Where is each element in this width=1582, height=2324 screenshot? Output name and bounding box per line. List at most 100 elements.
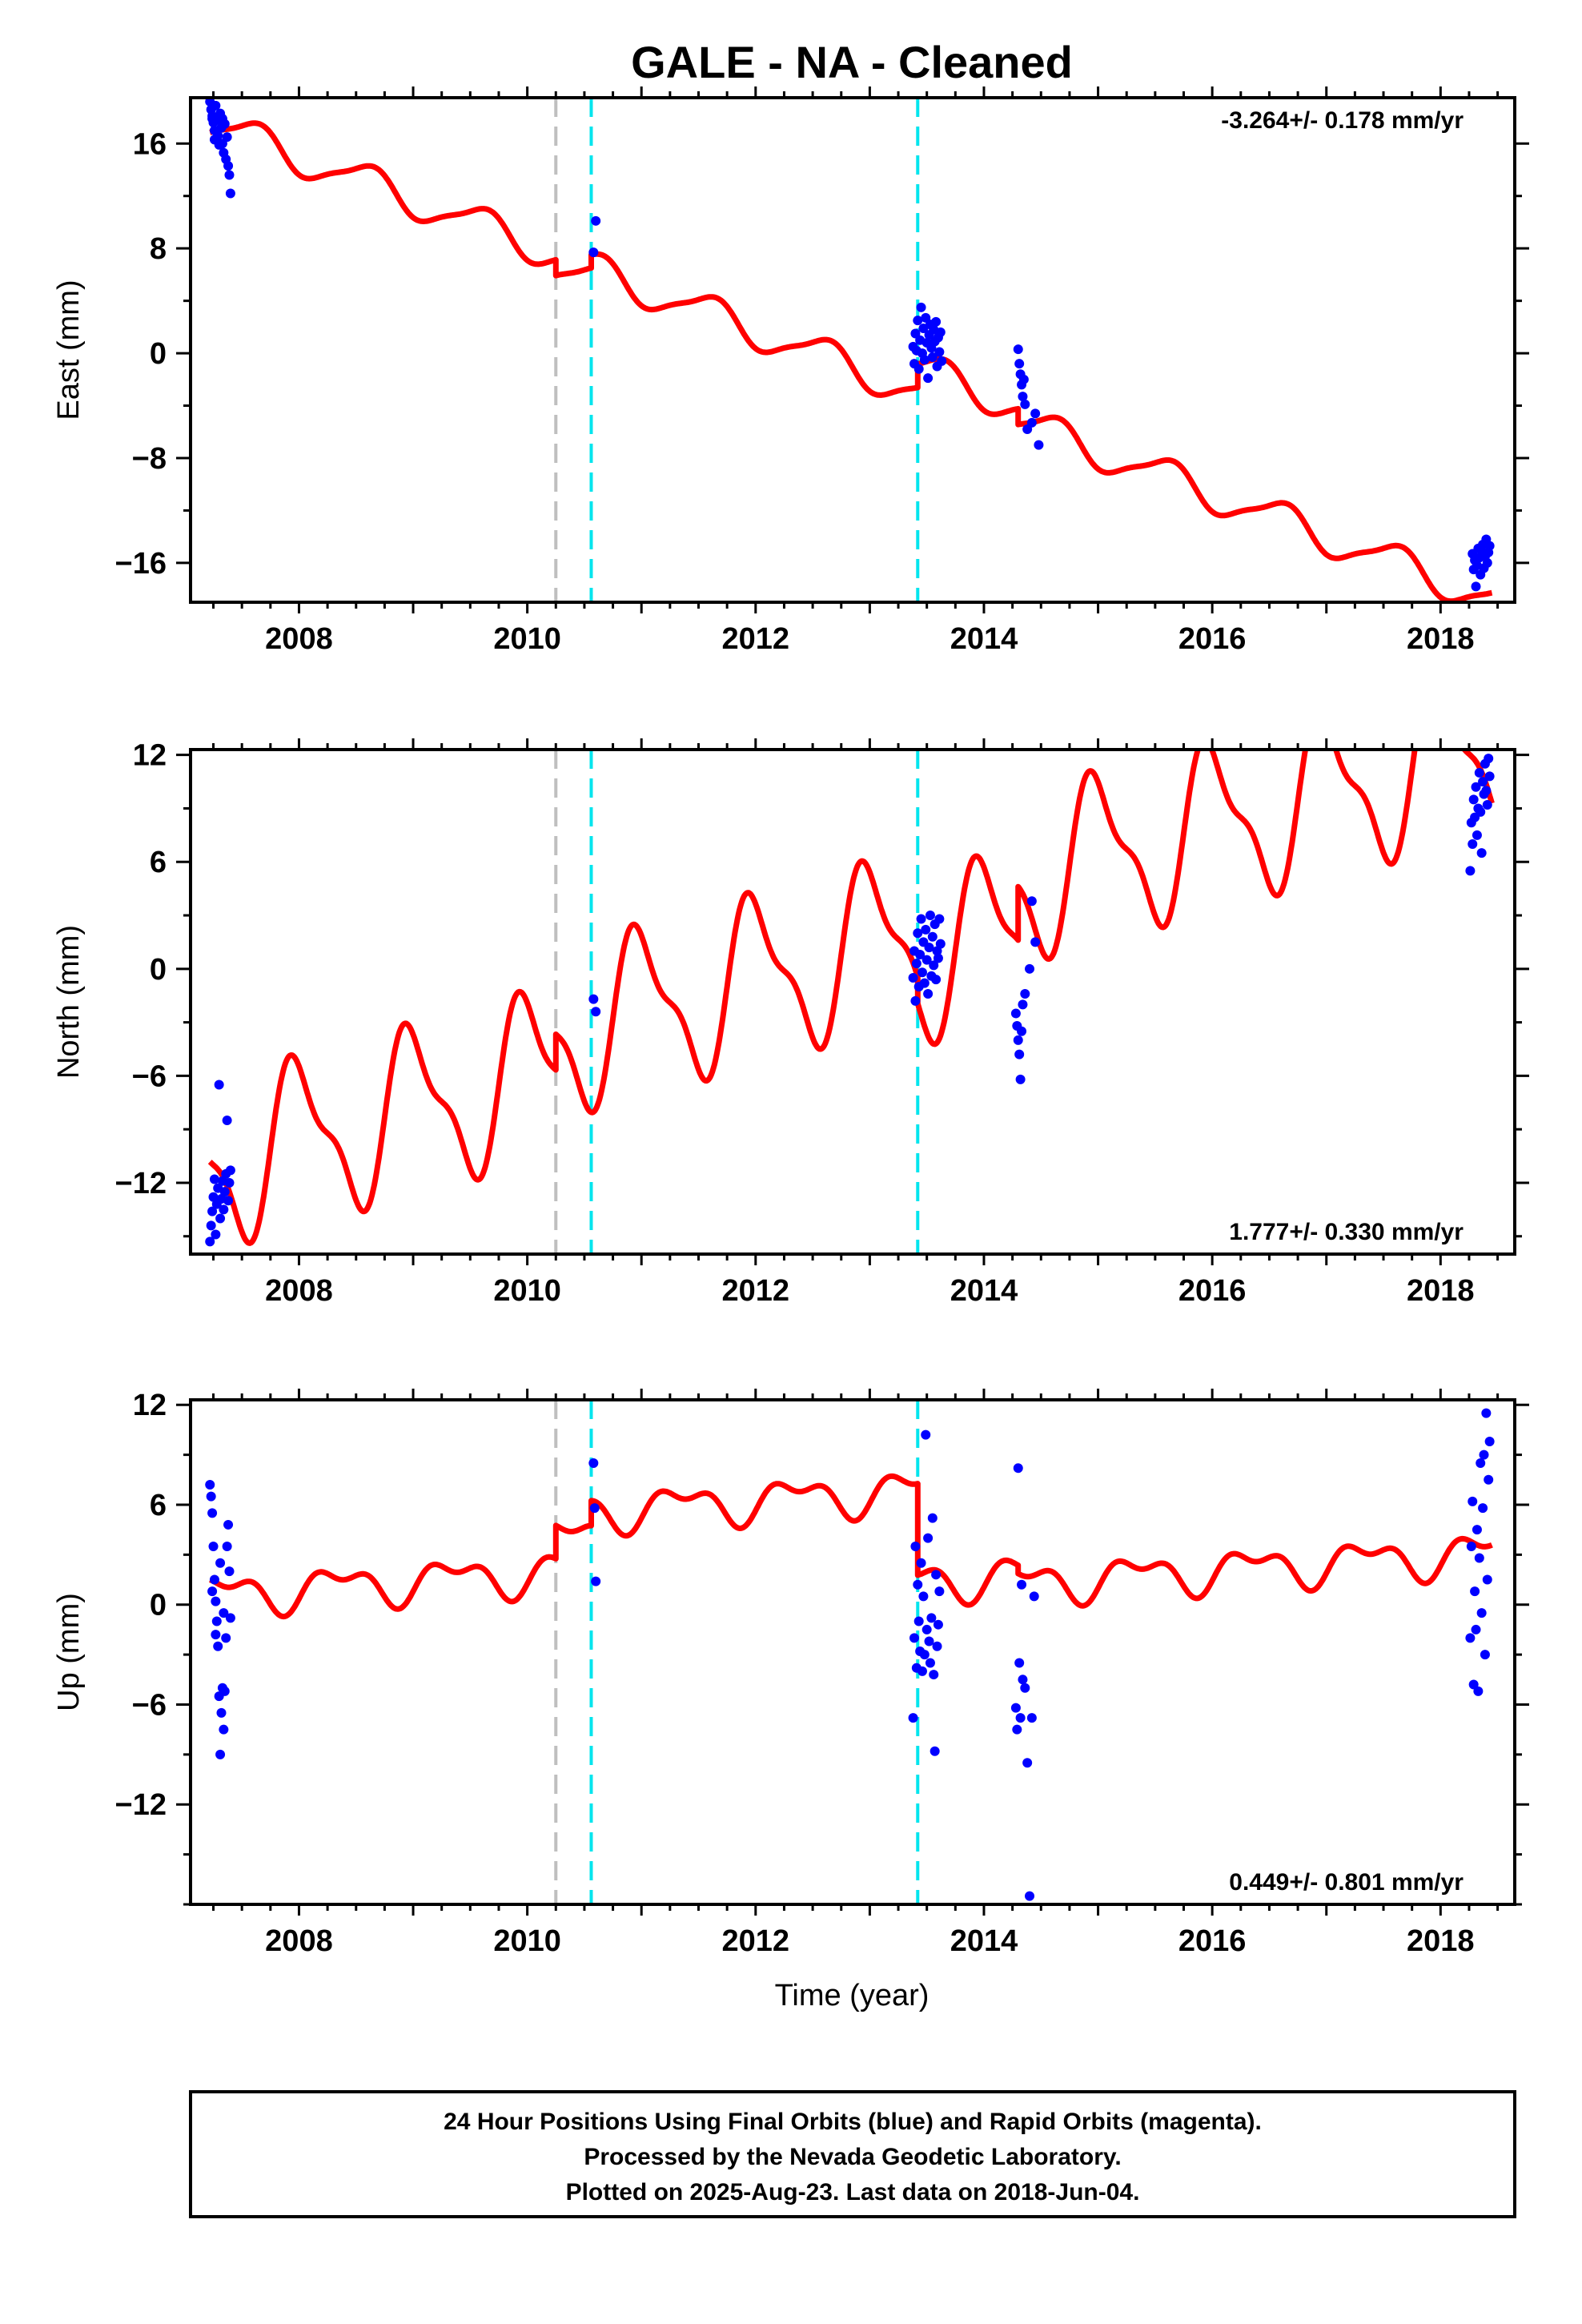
data-point: [913, 928, 923, 939]
data-point: [1480, 1650, 1490, 1660]
data-point: [1484, 1474, 1494, 1485]
data-point: [910, 1541, 921, 1551]
data-point: [1478, 777, 1488, 787]
data-point: [215, 1749, 226, 1759]
data-point: [1034, 440, 1044, 450]
data-point: [934, 1586, 945, 1597]
x-axis-title: Time (year): [775, 1979, 930, 2012]
y-tick-label: −16: [115, 547, 167, 581]
data-point: [1466, 1541, 1476, 1551]
data-point: [1468, 838, 1478, 849]
data-point: [926, 1613, 937, 1623]
data-point: [921, 924, 931, 935]
figure-title: GALE - NA - Cleaned: [631, 37, 1073, 87]
data-point: [930, 1746, 940, 1756]
data-point: [1010, 1703, 1021, 1713]
x-tick-label: 2012: [722, 1274, 790, 1308]
data-point: [225, 1613, 235, 1623]
x-tick-label: 2016: [1178, 622, 1247, 656]
data-point: [206, 1491, 216, 1502]
data-point: [1018, 1675, 1028, 1685]
data-point: [219, 1608, 229, 1618]
data-point: [919, 355, 930, 365]
data-point: [588, 1458, 599, 1469]
data-point: [591, 1007, 601, 1017]
data-point: [935, 939, 946, 949]
data-point: [1026, 896, 1037, 907]
y-tick-label: 0: [150, 1589, 167, 1622]
data-point: [1018, 374, 1029, 384]
x-tick-label: 2012: [722, 1924, 790, 1958]
data-point: [925, 1658, 935, 1668]
y-tick-label: 0: [150, 953, 167, 987]
data-point: [588, 994, 599, 1004]
east-panel: 2008 2010 2012 2014 2016 2018 −16 −8 0 8 16 East (m…: [52, 86, 1529, 656]
data-point: [925, 911, 935, 921]
data-point: [1476, 806, 1486, 817]
data-point: [213, 1641, 223, 1651]
data-point: [1020, 399, 1030, 409]
data-point: [1474, 767, 1484, 778]
footer-line-2: Processed by the Nevada Geodetic Laborat…: [584, 2144, 1121, 2170]
data-point: [211, 1596, 221, 1606]
data-point: [1013, 344, 1023, 355]
data-point: [211, 1630, 221, 1640]
data-point: [1013, 1463, 1023, 1474]
data-point: [931, 1570, 942, 1580]
data-point: [1472, 830, 1482, 840]
x-tick-label: 2018: [1407, 1924, 1475, 1958]
data-point: [908, 1713, 918, 1723]
data-point: [207, 114, 218, 124]
data-point: [1013, 1035, 1023, 1045]
data-point: [1484, 771, 1495, 782]
data-point: [1471, 581, 1481, 592]
data-point: [1465, 1633, 1476, 1643]
data-point: [1471, 1624, 1481, 1634]
x-tick-label: 2010: [493, 622, 561, 656]
data-point: [929, 1670, 939, 1680]
data-point: [923, 988, 934, 999]
data-point: [223, 1519, 234, 1530]
data-point: [1473, 1686, 1484, 1696]
data-point: [1017, 1579, 1027, 1590]
x-tick-label: 2010: [493, 1274, 561, 1308]
data-point: [913, 364, 924, 374]
x-tick-label: 2012: [722, 622, 790, 656]
footer-line-1: 24 Hour Positions Using Final Orbits (bl…: [444, 2109, 1262, 2135]
data-point: [917, 967, 927, 978]
data-point: [207, 1206, 218, 1216]
data-point: [919, 978, 930, 988]
data-point: [1018, 999, 1028, 1010]
data-point: [927, 931, 938, 942]
data-point: [211, 127, 222, 137]
data-point: [216, 1707, 227, 1718]
data-point: [1476, 848, 1487, 858]
data-point: [209, 1574, 219, 1585]
data-point: [209, 1174, 219, 1184]
data-point: [1015, 1074, 1026, 1084]
data-point: [1465, 866, 1476, 876]
model-curve: [208, 120, 1494, 602]
data-point: [222, 1116, 232, 1126]
data-point: [589, 1503, 600, 1514]
data-point: [1479, 1449, 1489, 1460]
x-tick-label: 2018: [1407, 1274, 1475, 1308]
y-tick-label: 8: [150, 232, 167, 266]
data-point: [919, 1650, 930, 1660]
x-tick-label: 2008: [265, 622, 333, 656]
data-point: [931, 316, 942, 327]
data-point: [208, 1192, 219, 1202]
data-point: [225, 1165, 235, 1176]
data-point: [1481, 1408, 1492, 1418]
plot-area: [205, 750, 1495, 1254]
data-point: [1030, 937, 1041, 947]
y-axis-title: East (mm): [52, 279, 86, 420]
data-point: [588, 247, 599, 258]
data-point: [1014, 1658, 1025, 1668]
data-point: [219, 1204, 229, 1215]
data-point: [591, 215, 601, 226]
data-point: [207, 1508, 218, 1518]
data-point: [224, 1566, 235, 1577]
y-tick-label: −6: [132, 1688, 167, 1722]
data-point: [1020, 988, 1030, 999]
